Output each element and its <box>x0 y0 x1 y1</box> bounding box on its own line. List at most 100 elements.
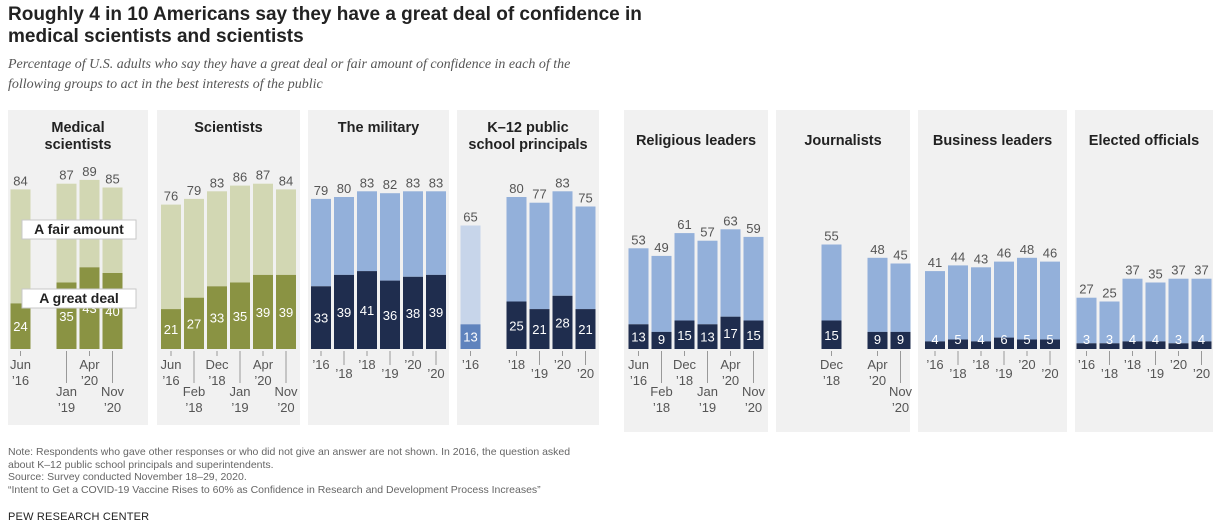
bar-fair-amount <box>1099 301 1120 344</box>
legend-box <box>21 288 137 309</box>
chart-note: Note: Respondents who gave other respons… <box>8 446 628 496</box>
bar-great-deal-label: 4 <box>1198 332 1205 347</box>
bar-great-deal-label: 13 <box>463 330 477 345</box>
x-tick-label: Nov <box>274 384 298 399</box>
bar-fair-amount <box>1076 297 1097 344</box>
bar-fair-amount <box>651 255 672 332</box>
bar-total-label: 84 <box>13 173 27 188</box>
bar-great-deal <box>311 286 331 349</box>
bar-fair-amount <box>207 191 227 287</box>
legend-label: A fair amount <box>34 221 124 237</box>
bar-great-deal-label: 13 <box>700 330 714 345</box>
bar-total-label: 37 <box>1125 263 1139 278</box>
bar-total-label: 75 <box>578 191 592 206</box>
panel-title: Business leaders <box>933 133 1052 149</box>
bar-great-deal-label: 33 <box>314 311 328 326</box>
bar-great-deal <box>10 303 31 349</box>
bar-fair-amount <box>1040 261 1060 340</box>
panel-background <box>8 110 148 425</box>
source-label: PEW RESEARCH CENTER <box>8 511 150 523</box>
bar-great-deal-label: 4 <box>1152 332 1159 347</box>
panel-background <box>776 110 910 432</box>
bar-great-deal <box>161 309 181 349</box>
x-tick-label: ’18 <box>1101 366 1118 381</box>
x-tick-label: ’19 <box>995 366 1012 381</box>
x-tick-label: ’18 <box>358 357 375 372</box>
bar-great-deal <box>743 320 764 349</box>
bar-great-deal-label: 13 <box>631 330 645 345</box>
bar-great-deal <box>575 309 596 349</box>
x-tick-label: Apr <box>253 357 274 372</box>
x-tick-label: Jan <box>697 384 718 399</box>
bar-fair-amount <box>867 257 888 332</box>
bar-great-deal-label: 15 <box>677 328 691 343</box>
panel-background <box>457 110 599 425</box>
x-tick-label: ’18 <box>335 366 352 381</box>
bar-total-label: 61 <box>677 217 691 232</box>
panel-title: Scientists <box>194 120 263 136</box>
bar-great-deal <box>460 324 481 349</box>
bar-total-label: 87 <box>256 168 270 183</box>
chart-subtitle: Percentage of U.S. adults who say they h… <box>8 57 571 92</box>
bar-great-deal <box>821 320 842 349</box>
bar-fair-amount <box>1122 278 1143 342</box>
x-tick-label: ’20 <box>554 357 571 372</box>
x-tick-label: ’16 <box>12 373 29 388</box>
bar-great-deal-label: 27 <box>187 316 201 331</box>
x-tick-label: ’20 <box>277 400 294 415</box>
note-line: Note: Respondents who gave other respons… <box>8 446 571 458</box>
bar-great-deal-label: 5 <box>1023 332 1030 347</box>
bar-total-label: 55 <box>824 229 838 244</box>
bar-total-label: 44 <box>951 249 965 264</box>
bar-great-deal <box>697 324 718 349</box>
bar-total-label: 82 <box>383 177 397 192</box>
panel-title: K–12 public <box>487 120 568 136</box>
bar-great-deal-label: 5 <box>1046 332 1053 347</box>
bar-total-label: 35 <box>1148 267 1162 282</box>
bar-fair-amount <box>720 229 741 317</box>
bar-total-label: 45 <box>893 248 907 263</box>
bar-great-deal <box>1076 343 1097 349</box>
bar-great-deal-label: 39 <box>279 305 293 320</box>
panel-title: Medical <box>51 120 104 136</box>
x-tick-label: Jan <box>230 384 251 399</box>
bar-total-label: 49 <box>654 240 668 255</box>
bar-total-label: 83 <box>406 175 420 190</box>
bar-total-label: 53 <box>631 232 645 247</box>
bar-fair-amount <box>1168 278 1189 344</box>
x-tick-label: Jun <box>628 357 649 372</box>
bar-great-deal <box>380 280 400 349</box>
x-tick-label: ’18 <box>972 357 989 372</box>
x-tick-label: ’20 <box>745 400 762 415</box>
bar-fair-amount <box>403 191 423 277</box>
bar-great-deal-label: 38 <box>406 306 420 321</box>
x-tick-label: ’18 <box>185 400 202 415</box>
bar-great-deal-label: 9 <box>897 332 904 347</box>
x-tick-label: ’20 <box>892 400 909 415</box>
bar-great-deal-label: 15 <box>824 328 838 343</box>
bar-great-deal <box>651 331 672 349</box>
bar-great-deal-label: 24 <box>13 319 27 334</box>
bar-total-label: 85 <box>105 172 119 187</box>
bar-great-deal <box>890 331 911 349</box>
panel-title: school principals <box>468 137 587 153</box>
bar-great-deal-label: 9 <box>874 332 881 347</box>
bar-great-deal-label: 36 <box>383 308 397 323</box>
bar-fair-amount <box>1017 257 1037 340</box>
x-tick-label: ’19 <box>231 400 248 415</box>
bar-total-label: 27 <box>1079 282 1093 297</box>
bar-great-deal-label: 3 <box>1106 332 1113 347</box>
x-tick-label: ’20 <box>869 373 886 388</box>
bar-great-deal <box>628 324 649 349</box>
x-tick-label: ’20 <box>1018 357 1035 372</box>
x-tick-label: ’18 <box>653 400 670 415</box>
bar-great-deal <box>867 331 888 349</box>
x-tick-label: ’16 <box>630 373 647 388</box>
bar-total-label: 59 <box>746 221 760 236</box>
note-line: “Intent to Get a COVID-19 Vaccine Rises … <box>8 483 541 496</box>
x-tick-label: ’20 <box>81 373 98 388</box>
bar-great-deal-label: 4 <box>1129 332 1136 347</box>
bar-great-deal <box>357 271 377 349</box>
bar-fair-amount <box>161 204 181 310</box>
